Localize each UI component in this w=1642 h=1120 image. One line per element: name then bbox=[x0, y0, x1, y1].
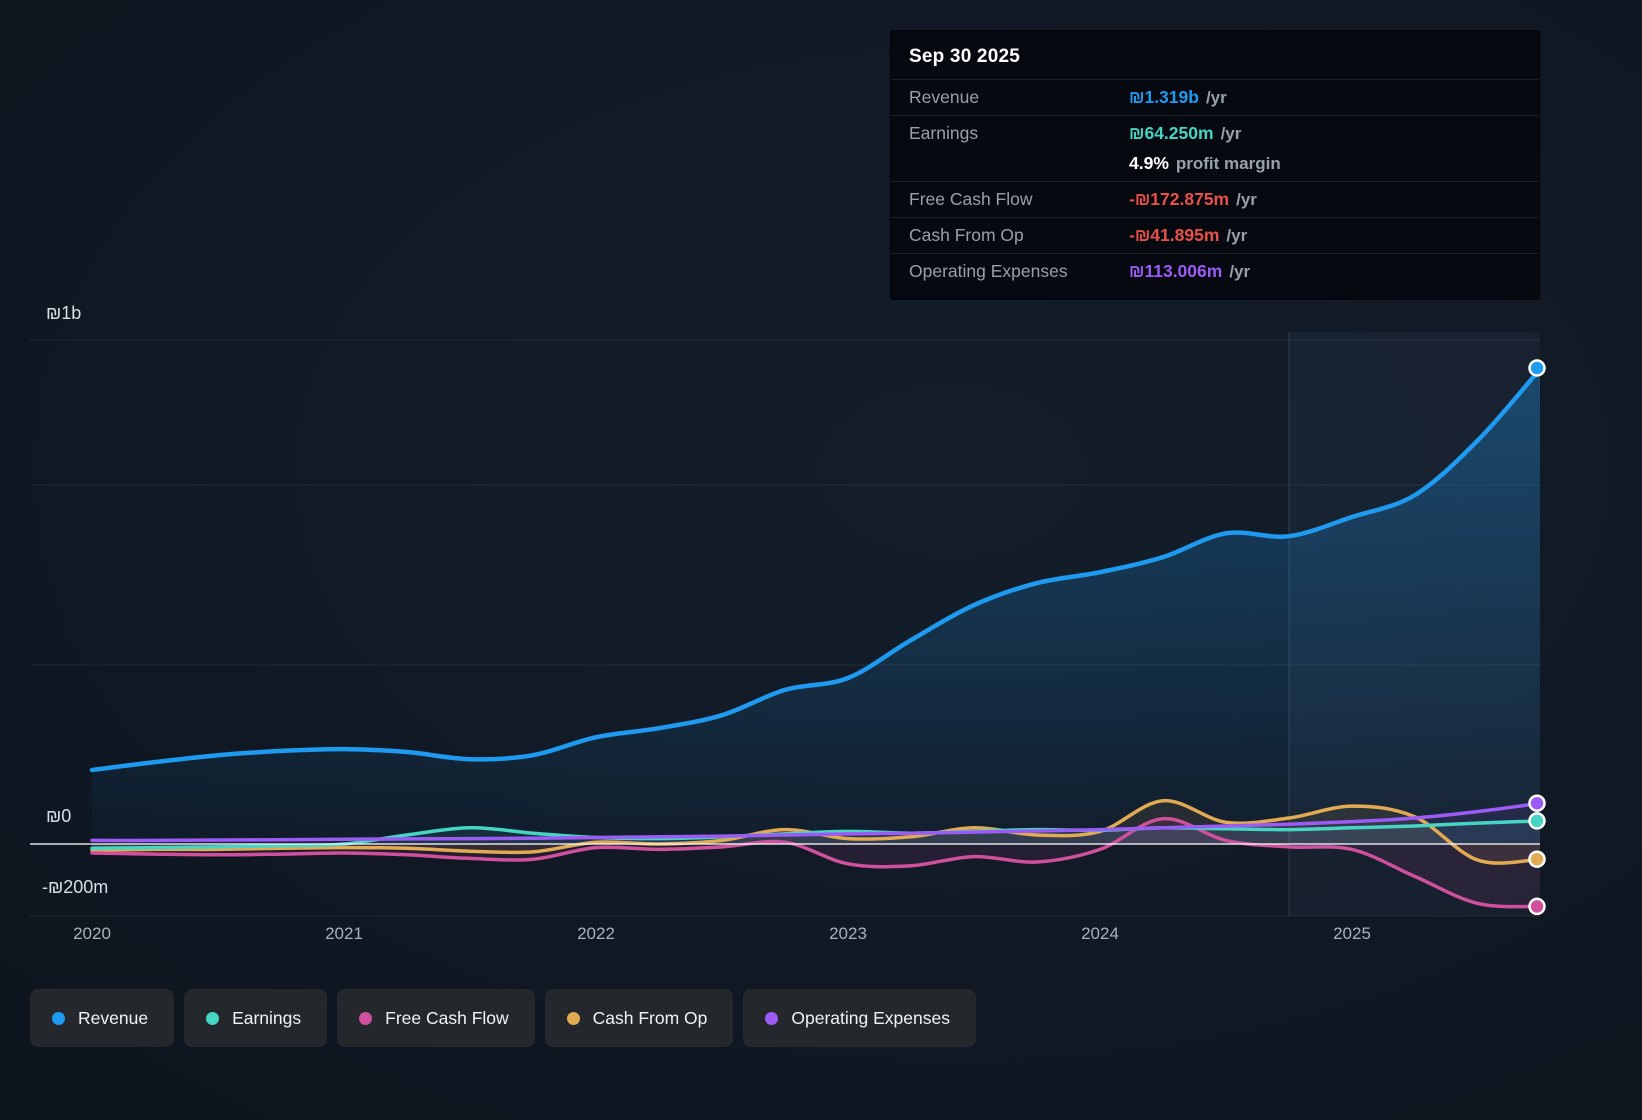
legend-label: Cash From Op bbox=[592, 1007, 708, 1028]
series-line-free-cash-flow bbox=[90, 816, 1540, 909]
chart-tooltip: Sep 30 2025 Revenue ₪1.319b/yr Earnings ₪64… bbox=[890, 30, 1540, 300]
series-area-free-cash-flow bbox=[92, 818, 1540, 907]
series-endpoint-cash-from-op bbox=[1528, 850, 1546, 868]
series-area-revenue bbox=[92, 369, 1540, 844]
legend-dot-earnings bbox=[206, 1011, 220, 1025]
series-endpoint-earnings bbox=[1528, 812, 1546, 830]
series-line-operating-expenses bbox=[90, 801, 1540, 843]
tooltip-row-cash-from-op: Cash From Op -₪41.895m/yr bbox=[891, 217, 1539, 253]
legend-dot-cash-from-op bbox=[566, 1011, 580, 1025]
legend-dot-revenue bbox=[52, 1011, 65, 1025]
chart-legend: Revenue Earnings Free Cash Flow Cash From O… bbox=[30, 989, 976, 1047]
tooltip-row-suffix: /yr bbox=[1229, 262, 1251, 281]
tooltip-row-operating-expenses: Operating Expenses ₪113.006m/yr bbox=[891, 253, 1539, 289]
tooltip-row-suffix: /yr bbox=[1226, 226, 1248, 245]
legend-label: Revenue bbox=[78, 1007, 149, 1028]
legend-item-free-cash-flow[interactable]: Free Cash Flow bbox=[337, 989, 535, 1047]
legend-item-cash-from-op[interactable]: Cash From Op bbox=[544, 989, 734, 1047]
legend-item-revenue[interactable]: Revenue bbox=[30, 989, 175, 1047]
legend-label: Earnings bbox=[232, 1007, 302, 1028]
tooltip-row-value: -₪41.895m bbox=[1129, 225, 1220, 245]
series-area-cash-from-op bbox=[92, 800, 1540, 864]
series-line-revenue bbox=[89, 365, 1540, 773]
legend-label: Operating Expenses bbox=[791, 1007, 950, 1028]
tooltip-row-label: Cash From Op bbox=[909, 225, 1024, 245]
tooltip-row-label: Operating Expenses bbox=[909, 261, 1068, 281]
series-endpoint-free-cash-flow bbox=[1528, 897, 1546, 916]
tooltip-row-suffix: /yr bbox=[1205, 88, 1227, 107]
tooltip-row-free-cash-flow: Free Cash Flow -₪172.875m/yr bbox=[891, 181, 1539, 217]
series-endpoint-operating-expenses bbox=[1528, 794, 1546, 812]
tooltip-row-label: Revenue bbox=[909, 87, 980, 107]
legend-dot-free-cash-flow bbox=[359, 1011, 373, 1025]
tooltip-row-label: Earnings bbox=[909, 123, 979, 143]
tooltip-row-revenue: Revenue ₪1.319b/yr bbox=[891, 79, 1539, 115]
tooltip-row-earnings: Earnings ₪64.250m/yr bbox=[891, 115, 1539, 151]
tooltip-row-suffix: /yr bbox=[1236, 190, 1257, 209]
tooltip-rows: Revenue ₪1.319b/yr Earnings ₪64.250m/yr 4.9%… bbox=[891, 79, 1539, 289]
tooltip-row-value: ₪113.006m bbox=[1129, 261, 1223, 281]
legend-item-operating-expenses[interactable]: Operating Expenses bbox=[743, 989, 976, 1047]
legend-item-earnings[interactable]: Earnings bbox=[184, 989, 328, 1047]
series-endpoint-revenue bbox=[1528, 359, 1546, 377]
tooltip-date: Sep 30 2025 bbox=[909, 46, 1021, 67]
tooltip-row-profit-margin: 4.9% profit margin bbox=[891, 151, 1539, 181]
legend-dot-operating-expenses bbox=[765, 1011, 779, 1025]
legend-label: Free Cash Flow bbox=[385, 1007, 509, 1028]
tooltip-row-label: Free Cash Flow bbox=[909, 189, 1033, 209]
tooltip-row-suffix: profit margin bbox=[1175, 154, 1281, 173]
tooltip-row-suffix: /yr bbox=[1220, 124, 1242, 143]
series-line-cash-from-op bbox=[90, 798, 1540, 865]
tooltip-row-value: 4.9% bbox=[1129, 153, 1169, 173]
tooltip-row-value: -₪172.875m bbox=[1129, 189, 1230, 209]
series-area-operating-expenses bbox=[92, 803, 1540, 844]
tooltip-row-value: ₪64.250m bbox=[1129, 123, 1214, 143]
tooltip-row-value: ₪1.319b bbox=[1129, 87, 1199, 107]
